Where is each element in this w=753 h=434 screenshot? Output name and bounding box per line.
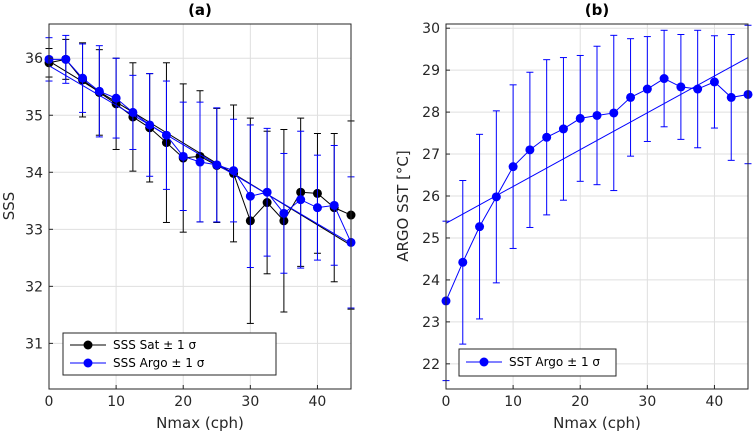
series-group-b (441, 24, 753, 382)
data-point (262, 187, 272, 197)
y-tick-label: 22 (422, 357, 440, 373)
panel-b: 0 10 20 30 40 22 23 24 25 26 27 28 29 30 (b) Nmax (cp… (394, 1, 753, 432)
ticks-b: 0 10 20 30 40 22 23 24 25 26 27 28 29 30 (422, 21, 723, 410)
title-a: (a) (188, 1, 212, 19)
x-tick-label: 10 (504, 394, 522, 410)
y-tick-label: 30 (422, 21, 440, 37)
legend-marker-sat (83, 340, 93, 350)
ylabel-a: SSS (0, 192, 18, 221)
y-tick-label: 23 (422, 315, 440, 331)
data-point (78, 73, 88, 83)
y-tick-label: 36 (25, 51, 43, 67)
data-point (94, 86, 104, 96)
data-point (525, 145, 535, 155)
x-tick-label: 0 (442, 394, 451, 410)
data-point (592, 110, 602, 120)
legend-label-sat: SSS Sat ± 1 σ (113, 338, 196, 352)
legend-marker-sst (479, 357, 489, 367)
data-point (279, 208, 289, 218)
data-point (676, 82, 686, 92)
data-point (195, 157, 205, 167)
data-point (178, 151, 188, 161)
data-point (709, 77, 719, 87)
data-point (161, 130, 171, 140)
data-point (61, 54, 71, 64)
data-point (575, 113, 585, 123)
x-tick-label: 10 (107, 394, 125, 410)
data-point (475, 222, 485, 232)
data-point (111, 93, 121, 103)
ylabel-b: ARGO SST [°C] (394, 150, 412, 262)
y-tick-label: 32 (25, 279, 43, 295)
legend-label-sst: SST Argo ± 1 σ (509, 355, 600, 369)
y-tick-label: 35 (25, 108, 43, 124)
legend-a: SSS Sat ± 1 σ SSS Argo ± 1 σ (62, 332, 277, 376)
data-point (693, 84, 703, 94)
data-point (626, 92, 636, 102)
x-tick-label: 40 (309, 394, 327, 410)
data-point (609, 108, 619, 118)
data-point (312, 203, 322, 213)
xlabel-b: Nmax (cph) (553, 414, 641, 432)
data-point (542, 132, 552, 142)
x-tick-label: 20 (571, 394, 589, 410)
data-point (726, 92, 736, 102)
x-tick-label: 0 (45, 394, 54, 410)
x-tick-label: 30 (241, 394, 259, 410)
series-group-a (44, 34, 356, 324)
y-tick-label: 26 (422, 189, 440, 205)
y-tick-label: 34 (25, 165, 43, 181)
legend-label-argo: SSS Argo ± 1 σ (113, 356, 205, 370)
y-tick-label: 28 (422, 105, 440, 121)
data-point (642, 84, 652, 94)
data-point (145, 120, 155, 130)
legend-b: SST Argo ± 1 σ (458, 348, 617, 377)
data-point (296, 195, 306, 205)
xlabel-a: Nmax (cph) (156, 414, 244, 432)
y-tick-label: 25 (422, 231, 440, 247)
data-point (229, 166, 239, 176)
x-tick-label: 40 (706, 394, 724, 410)
y-tick-label: 27 (422, 147, 440, 163)
y-tick-label: 31 (25, 336, 43, 352)
data-point (329, 200, 339, 210)
legend-box-a (62, 332, 277, 376)
data-point (245, 191, 255, 201)
y-tick-label: 29 (422, 63, 440, 79)
axes-box-b (445, 23, 749, 390)
x-tick-label: 20 (174, 394, 192, 410)
axes-box-a (48, 23, 352, 390)
data-point (212, 160, 222, 170)
legend-marker-argo (83, 358, 93, 368)
y-tick-label: 33 (25, 222, 43, 238)
title-b: (b) (585, 1, 609, 19)
data-point (491, 192, 501, 202)
data-point (458, 257, 468, 267)
data-point (128, 107, 138, 117)
data-point (558, 124, 568, 134)
data-point (508, 162, 518, 172)
panel-a: 0 10 20 30 40 31 32 33 34 35 36 (a) Nmax (cph) SSS… (0, 1, 356, 432)
data-point (659, 74, 669, 84)
x-tick-label: 30 (638, 394, 656, 410)
y-tick-label: 24 (422, 273, 440, 289)
ticks-a: 0 10 20 30 40 31 32 33 34 35 36 (25, 51, 326, 410)
